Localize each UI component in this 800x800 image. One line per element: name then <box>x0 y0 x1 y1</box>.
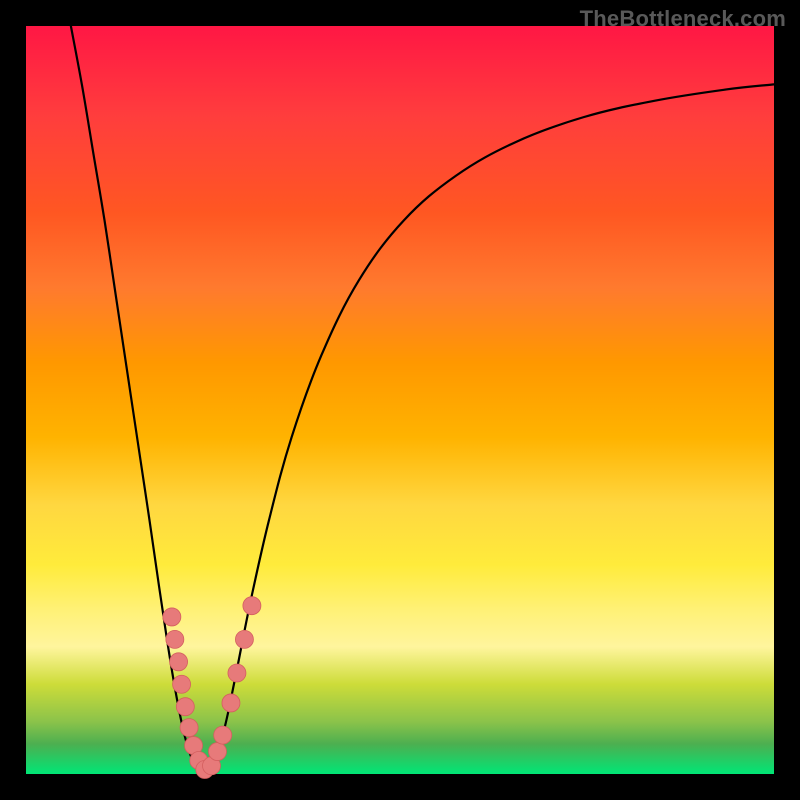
data-marker <box>208 743 226 761</box>
data-marker <box>243 597 261 615</box>
data-marker <box>180 719 198 737</box>
data-marker <box>166 630 184 648</box>
curve-right <box>204 84 774 772</box>
chart-svg <box>26 26 774 774</box>
data-marker <box>235 630 253 648</box>
data-marker <box>163 608 181 626</box>
data-marker <box>228 664 246 682</box>
data-marker <box>173 675 191 693</box>
data-marker <box>176 698 194 716</box>
data-marker <box>222 694 240 712</box>
chart-frame: TheBottleneck.com <box>0 0 800 800</box>
data-marker <box>214 726 232 744</box>
data-marker <box>170 653 188 671</box>
